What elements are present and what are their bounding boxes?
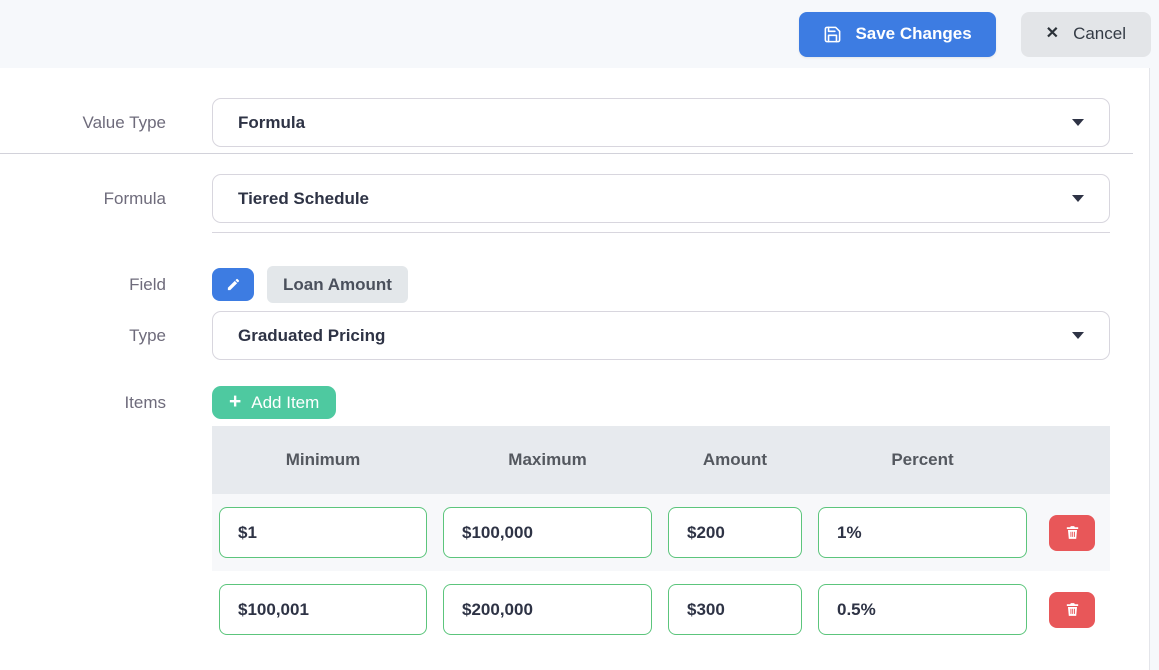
- x-mark-icon: ✕: [1045, 25, 1060, 42]
- section-divider: [0, 153, 1133, 154]
- pencil-icon: [226, 277, 241, 292]
- type-row: Type Graduated Pricing: [0, 311, 1149, 360]
- column-header-percent: Percent: [891, 450, 954, 469]
- minimum-input[interactable]: [219, 584, 427, 635]
- caret-down-icon: [1072, 195, 1084, 202]
- edit-field-button[interactable]: [212, 268, 254, 301]
- items-table-header: Minimum Maximum Amount Percent: [212, 426, 1110, 494]
- maximum-input[interactable]: [443, 584, 652, 635]
- formula-editor-panel: Value Type Formula Formula Tiered Schedu…: [0, 68, 1150, 670]
- trash-can-icon: [1064, 524, 1081, 541]
- delete-item-button[interactable]: [1049, 514, 1095, 551]
- cancel-button-label: Cancel: [1073, 24, 1126, 43]
- table-row: [212, 494, 1110, 571]
- amount-input[interactable]: [668, 507, 802, 558]
- items-row: Items + Add Item: [0, 386, 1149, 419]
- formula-selected-value: Tiered Schedule: [238, 188, 370, 208]
- column-header-amount: Amount: [702, 450, 768, 469]
- caret-down-icon: [1072, 119, 1084, 126]
- field-value-badge: Loan Amount: [267, 266, 408, 303]
- minimum-input[interactable]: [219, 507, 427, 558]
- cancel-button[interactable]: ✕ Cancel: [1020, 11, 1151, 57]
- trash-can-icon: [1064, 601, 1081, 618]
- type-label: Type: [129, 325, 166, 345]
- items-label: Items: [124, 392, 166, 412]
- floppy-disk-icon: [823, 25, 842, 44]
- column-header-minimum: Minimum: [285, 450, 361, 469]
- save-button-label: Save Changes: [855, 24, 972, 43]
- percent-input[interactable]: [818, 584, 1027, 635]
- value-type-label: Value Type: [82, 112, 167, 132]
- delete-item-button[interactable]: [1049, 591, 1095, 628]
- type-select[interactable]: Graduated Pricing: [212, 311, 1110, 360]
- caret-down-icon: [1072, 332, 1084, 339]
- items-table: Minimum Maximum Amount Percent: [212, 426, 1110, 648]
- amount-input[interactable]: [668, 584, 802, 635]
- add-item-button-label: Add Item: [251, 392, 320, 412]
- plus-icon: +: [229, 390, 242, 413]
- formula-divider: [212, 232, 1110, 233]
- field-row: Field Loan Amount: [0, 266, 1149, 303]
- value-type-select[interactable]: Formula: [212, 98, 1110, 147]
- table-row: [212, 571, 1110, 648]
- value-type-selected-value: Formula: [238, 112, 306, 132]
- maximum-input[interactable]: [443, 507, 652, 558]
- add-item-button[interactable]: + Add Item: [212, 386, 337, 419]
- value-type-row: Value Type Formula: [0, 98, 1149, 147]
- percent-input[interactable]: [818, 507, 1027, 558]
- save-changes-button[interactable]: Save Changes: [799, 11, 996, 57]
- field-label: Field: [129, 274, 166, 294]
- column-header-maximum: Maximum: [508, 450, 587, 469]
- formula-row: Formula Tiered Schedule: [0, 174, 1149, 223]
- formula-label: Formula: [103, 188, 166, 208]
- formula-select[interactable]: Tiered Schedule: [212, 174, 1110, 223]
- type-selected-value: Graduated Pricing: [238, 325, 386, 345]
- action-bar: Save Changes ✕ Cancel: [0, 0, 1159, 68]
